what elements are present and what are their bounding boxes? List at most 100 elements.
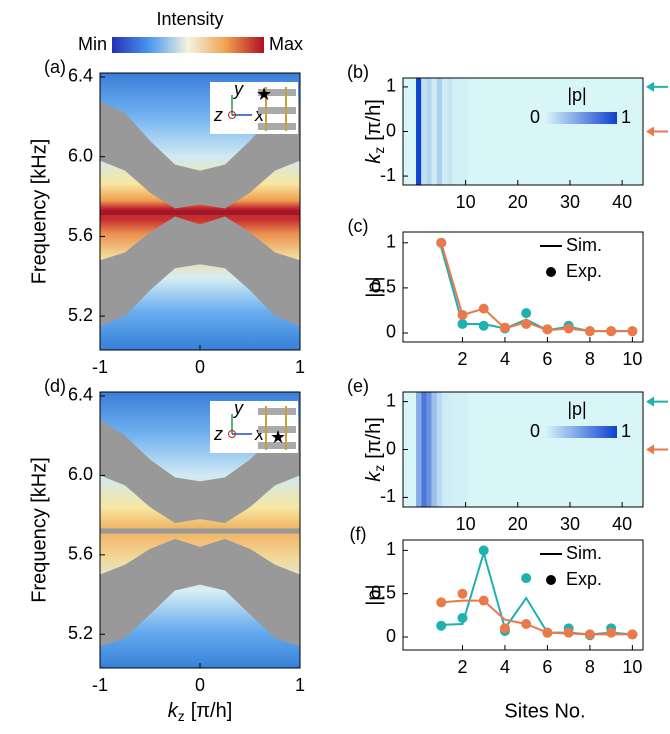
- heatmap-column: [452, 392, 458, 507]
- inset-label: z: [213, 105, 223, 125]
- point: [563, 627, 574, 638]
- y-tick-label: 0: [386, 626, 396, 646]
- inset-lattice: [258, 426, 296, 433]
- y-tick-label: 5.6: [68, 544, 93, 564]
- inset-origin: [228, 111, 236, 119]
- plot-frame: [402, 77, 644, 186]
- axis-unit: [π/h]: [363, 99, 385, 141]
- panel-label: (d): [44, 376, 66, 396]
- point: [606, 627, 617, 638]
- axis-unit: [π/h]: [191, 700, 233, 722]
- heatmap-column: [431, 78, 437, 185]
- axis-label: kz [π/h]: [363, 417, 386, 482]
- point: [542, 324, 553, 335]
- axis-unit: [π/h]: [363, 417, 385, 459]
- x-tick-label: 10: [622, 657, 642, 677]
- inset-label: x: [254, 105, 265, 125]
- point: [521, 308, 532, 319]
- heatmap-column: [426, 78, 432, 185]
- legend-label: Sim.: [566, 235, 602, 255]
- plot-frame: [99, 72, 301, 351]
- x-tick-label: 10: [456, 514, 476, 534]
- heatmap-column: [436, 78, 443, 185]
- colorbar: [112, 37, 264, 53]
- x-tick-label: 1: [295, 357, 305, 377]
- x-tick-label: 2: [457, 657, 467, 677]
- axis-symbol: k: [363, 471, 385, 482]
- panel-label: (b): [347, 62, 369, 82]
- y-tick-label: 1: [386, 232, 396, 252]
- heatmap-column: [436, 392, 443, 507]
- plot-frame: [402, 231, 644, 343]
- x-tick-label: 8: [585, 349, 595, 369]
- y-tick-label: 6.4: [68, 385, 93, 405]
- colorbar-max: Max: [269, 34, 303, 54]
- inset-lattice: [258, 107, 296, 114]
- inset-lattice: [258, 123, 296, 130]
- y-tick-label: 0.5: [371, 582, 396, 602]
- x-tick-label: 20: [508, 514, 528, 534]
- point: [521, 573, 532, 584]
- x-tick-label: 10: [622, 349, 642, 369]
- point: [521, 318, 532, 329]
- y-tick-label: 6.4: [68, 66, 93, 86]
- point: [436, 597, 447, 608]
- x-tick-label: 40: [612, 192, 632, 212]
- point: [478, 303, 489, 314]
- axis-symbol: k: [168, 700, 179, 722]
- y-tick-label: 0.5: [371, 277, 396, 297]
- axis-label: kz [π/h]: [168, 700, 233, 723]
- panel-label: (f): [350, 524, 367, 544]
- inset-source: ★: [270, 427, 286, 447]
- point: [563, 323, 574, 334]
- x-tick-label: 1: [295, 675, 305, 695]
- legend-dot: [546, 267, 556, 277]
- x-tick-label: -1: [92, 357, 108, 377]
- arrow-head: [646, 444, 654, 455]
- inset-label: y: [232, 79, 244, 99]
- heatmap-column: [463, 78, 469, 185]
- x-tick-label: 6: [542, 349, 552, 369]
- inset-label: x: [254, 424, 265, 444]
- axis-subscript: z: [178, 708, 185, 724]
- point: [584, 326, 595, 337]
- colorbar-title: Intensity: [156, 9, 223, 29]
- colorbar: [545, 112, 617, 124]
- heatmap-column: [431, 392, 437, 507]
- point: [521, 619, 532, 630]
- band: [100, 538, 300, 647]
- y-tick-label: 5.2: [68, 305, 93, 325]
- colorbar-tick: 1: [621, 107, 631, 127]
- point: [436, 620, 447, 631]
- x-tick-label: 40: [612, 514, 632, 534]
- x-tick-label: 6: [542, 657, 552, 677]
- colorbar-tick: 0: [530, 107, 540, 127]
- point: [478, 545, 489, 556]
- point: [627, 326, 638, 337]
- heatmap-column: [442, 392, 448, 507]
- band: [100, 100, 300, 209]
- point: [627, 629, 638, 640]
- heatmap-column: [447, 78, 453, 185]
- heatmap-column: [457, 392, 463, 507]
- arrow-head: [646, 81, 654, 92]
- x-tick-label: -1: [92, 675, 108, 695]
- point: [542, 627, 553, 638]
- axis-label: |p|: [363, 584, 385, 606]
- heatmap-column: [421, 392, 427, 507]
- point: [457, 612, 468, 623]
- axis-symbol: k: [363, 153, 385, 164]
- x-tick-label: 4: [500, 657, 510, 677]
- inset-label: y: [232, 398, 244, 418]
- inset-lattice: [258, 89, 296, 96]
- legend-label: Exp.: [566, 569, 602, 589]
- inset-origin: [228, 430, 236, 438]
- panel-label: (c): [348, 216, 369, 236]
- heatmap-column: [421, 78, 427, 185]
- point: [499, 322, 510, 333]
- heatmap-column: [447, 392, 453, 507]
- axis-label: kz [π/h]: [363, 99, 386, 164]
- y-tick-label: 0: [386, 438, 396, 458]
- axis-subscript: z: [371, 147, 387, 154]
- heatmap-column: [457, 78, 463, 185]
